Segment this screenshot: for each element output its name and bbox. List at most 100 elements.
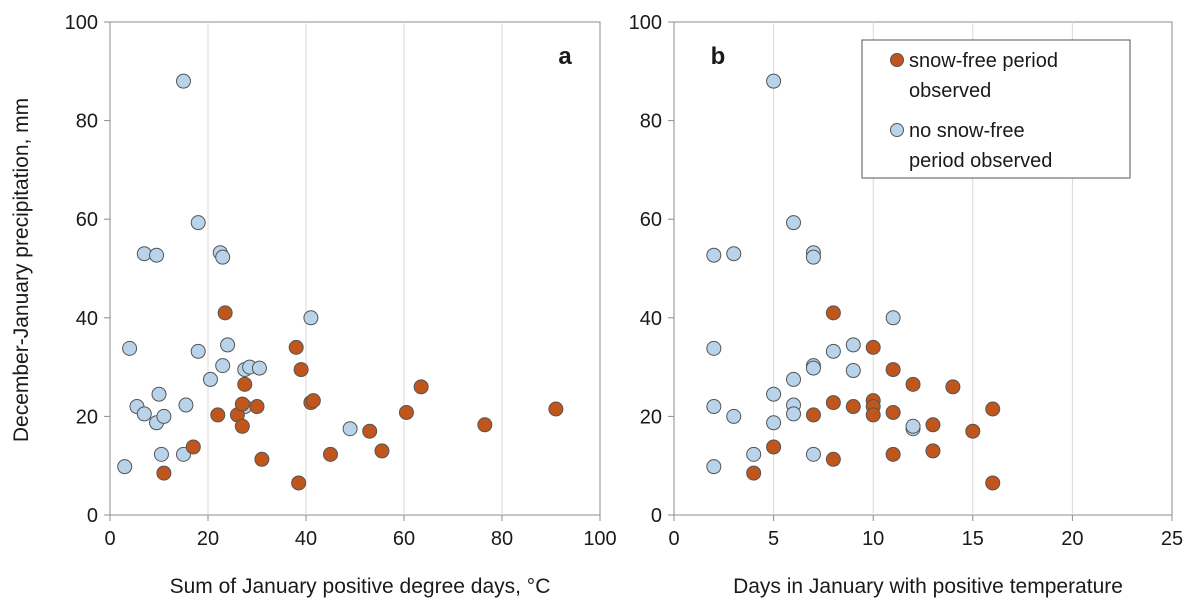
panel-b-y-tick-label: 40 [640, 308, 662, 330]
panel-a-snow-free-point [398, 404, 414, 420]
panel-b-snow-free-point [885, 446, 901, 462]
panel-b-snow-free-point [925, 417, 941, 433]
panel-b-no-snow-free-point [845, 363, 861, 379]
panel-a-x-tick-label: 20 [197, 528, 219, 550]
legend: snow-free period observed no snow-free p… [861, 39, 1131, 179]
panel-b: 0 5 10 15 20 25 0 20 40 60 80 100 b Days in Januar… [629, 12, 1184, 598]
legend-marker-snow-free [890, 53, 904, 67]
panel-a-no-snow-free-point [151, 386, 167, 402]
panel-b-x-axis-title: Days in January with positive temperatur… [733, 575, 1123, 598]
panel-a-snow-free-point [291, 475, 307, 491]
panel-a-snow-free-point [305, 393, 321, 409]
panel-b-snow-free-point [905, 376, 921, 392]
panel-b-x-tick-label: 5 [768, 528, 779, 550]
panel-b-x-tick-label: 15 [962, 528, 984, 550]
panel-b-y-tick-label: 60 [640, 209, 662, 231]
panel-b-points [706, 73, 1001, 491]
panel-a-y-ticks: 0 20 40 60 80 100 [65, 12, 110, 527]
panel-b-snow-free-point [965, 423, 981, 439]
panel-b-no-snow-free-point [706, 340, 722, 356]
panel-a-snow-free-point [362, 423, 378, 439]
panel-a-no-snow-free-point [149, 247, 165, 263]
panel-a-no-snow-free-point [190, 343, 206, 359]
panel-b-no-snow-free-point [766, 73, 782, 89]
panel-b-no-snow-free-point [786, 215, 802, 231]
panel-a-no-snow-free-point [190, 215, 206, 231]
panel-b-no-snow-free-point [766, 386, 782, 402]
panel-a-no-snow-free-point [215, 249, 231, 265]
panel-a-y-tick-label: 40 [76, 308, 98, 330]
panel-a-no-snow-free-point [215, 358, 231, 374]
panel-a-snow-free-point [234, 418, 250, 434]
panel-a-x-tick-label: 40 [295, 528, 317, 550]
panel-b-y-tick-label: 80 [640, 111, 662, 133]
panel-a-no-snow-free-point [153, 446, 169, 462]
panel-b-x-tick-label: 10 [862, 528, 884, 550]
panel-b-snow-free-point [805, 407, 821, 423]
panel-a-snow-free-point [217, 305, 233, 321]
panel-b-no-snow-free-point [786, 406, 802, 422]
panel-a-x-tick-label: 60 [393, 528, 415, 550]
panel-a-snow-free-point [413, 379, 429, 395]
panel-a-snow-free-point [234, 396, 250, 412]
panel-b-no-snow-free-point [905, 418, 921, 434]
panel-a-y-tick-label: 20 [76, 406, 98, 428]
panel-a-snow-free-point [293, 362, 309, 378]
panel-a-grid [207, 22, 503, 515]
panel-a-no-snow-free-point [342, 421, 358, 437]
panel-a-no-snow-free-point [156, 408, 172, 424]
panel-a-snow-free-point [374, 443, 390, 459]
panel-a-snow-free-point [288, 339, 304, 355]
panel-a-snow-free-point [156, 465, 172, 481]
panel-b-snow-free-point [746, 465, 762, 481]
panel-a-x-axis-title: Sum of January positive degree days, °C [170, 575, 551, 598]
panel-a-x-tick-label: 0 [104, 528, 115, 550]
panel-b-no-snow-free-point [726, 408, 742, 424]
panel-a-points [117, 73, 564, 491]
panel-b-no-snow-free-point [825, 343, 841, 359]
panel-a-y-tick-label: 100 [65, 12, 98, 34]
panel-b-no-snow-free-point [746, 446, 762, 462]
panel-b-snow-free-point [825, 395, 841, 411]
panel-a-no-snow-free-point [303, 310, 319, 326]
panel-a-snow-free-point [185, 439, 201, 455]
panel-b-no-snow-free-point [845, 337, 861, 353]
panel-b-no-snow-free-point [805, 249, 821, 265]
panel-a-x-ticks: 0 20 40 60 80 100 [104, 515, 617, 550]
legend-label-snow-free-line2: observed [909, 80, 991, 102]
panel-a-snow-free-point [249, 399, 265, 415]
panel-b-no-snow-free-point [706, 247, 722, 263]
panel-a-y-tick-label: 0 [87, 505, 98, 527]
y-axis-title: December-January precipitation, mm [10, 98, 33, 442]
legend-box [861, 39, 1131, 179]
panel-a-no-snow-free-point [176, 73, 191, 89]
panel-b-snow-free-point [945, 379, 961, 395]
panel-a-snow-free-point [477, 417, 493, 433]
panel-a-letter: a [558, 43, 572, 70]
panel-a-snow-free-point [323, 446, 338, 462]
panel-a-y-tick-label: 60 [76, 209, 98, 231]
panel-a-no-snow-free-point [117, 459, 133, 475]
panel-b-snow-free-point [766, 439, 782, 455]
panel-b-no-snow-free-point [766, 415, 782, 431]
panel-b-no-snow-free-point [706, 459, 722, 475]
panel-b-no-snow-free-point [706, 399, 722, 415]
panel-b-snow-free-point [825, 305, 841, 321]
panel-b-snow-free-point [925, 443, 941, 459]
legend-label-no-snow-free-line1: no snow-free [909, 120, 1025, 142]
panel-a-no-snow-free-point [202, 371, 218, 387]
panel-b-snow-free-point [985, 475, 1001, 491]
panel-b-x-tick-label: 0 [668, 528, 679, 550]
legend-label-no-snow-free-line2: period observed [909, 150, 1052, 172]
panel-b-no-snow-free-point [885, 310, 901, 326]
panel-a-no-snow-free-point [220, 337, 236, 353]
panel-b-snow-free-point [825, 451, 841, 467]
panel-a-snow-free-point [254, 451, 270, 467]
panel-b-no-snow-free-point [805, 360, 821, 376]
panel-b-y-ticks: 0 20 40 60 80 100 [629, 12, 674, 527]
panel-b-x-tick-label: 25 [1161, 528, 1183, 550]
panel-a-frame [109, 21, 601, 516]
panel-a-no-snow-free-point [122, 340, 138, 356]
legend-marker-no-snow-free [890, 123, 904, 137]
